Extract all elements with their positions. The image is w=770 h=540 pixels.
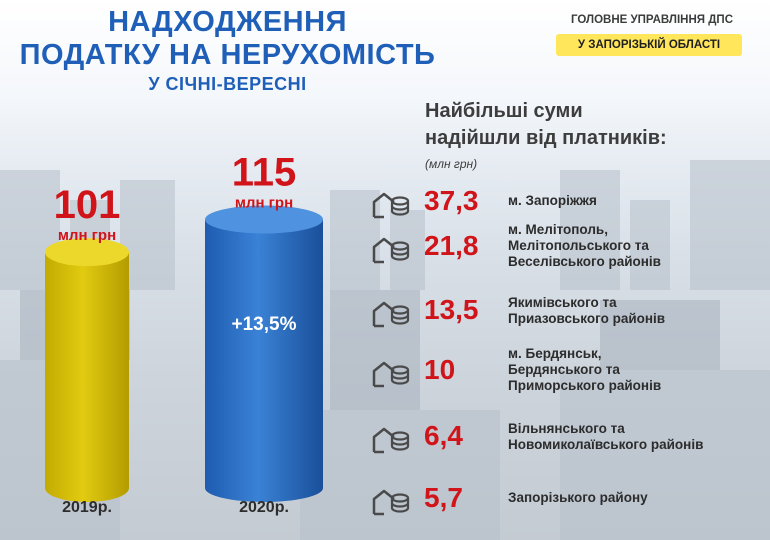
payer-label-line: м. Запоріжжя bbox=[508, 193, 597, 208]
payer-label-line: Новомиколаївського районів bbox=[508, 437, 704, 452]
bar-1 bbox=[205, 219, 323, 502]
payer-label: Вільнянського та Новомиколаївського район… bbox=[508, 421, 703, 453]
bar-top-0 bbox=[45, 238, 129, 267]
right-heading: Найбільші суми надійшли від платників: bbox=[425, 98, 667, 152]
org-region-badge: У ЗАПОРІЗЬКІЙ ОБЛАСТІ bbox=[556, 34, 742, 56]
house-coins-icon bbox=[372, 361, 410, 388]
title-line-1: НАДХОДЖЕННЯ bbox=[108, 6, 347, 38]
payer-row: 10 м. Бердянськ, Бердянського та Приморсько… bbox=[370, 346, 770, 393]
bar-value-label-0: 101 bbox=[54, 183, 121, 227]
title-line-2: ПОДАТКУ НА НЕРУХОМІСТЬ bbox=[19, 39, 436, 71]
payer-label-line: Якимівського та bbox=[508, 295, 617, 310]
category-label-0: 2019р. bbox=[62, 499, 112, 516]
bar-0 bbox=[45, 252, 129, 502]
right-heading-line-1: Найбільші суми bbox=[425, 100, 583, 122]
category-label-1: 2020р. bbox=[239, 499, 289, 516]
payer-value: 21,8 bbox=[424, 230, 479, 261]
house-coins-icon bbox=[372, 301, 410, 328]
payer-label: Якимівського та Приазовського районів bbox=[508, 295, 665, 327]
house-coins-icon bbox=[372, 427, 410, 454]
payer-row: 13,5 Якимівського та Приазовського районів bbox=[370, 292, 770, 332]
payer-row: 37,3 м. Запоріжжя bbox=[370, 183, 770, 223]
payer-value: 6,4 bbox=[424, 420, 463, 451]
payer-row: 21,8 м. Мелітополь, Мелітопольського та Вес… bbox=[370, 222, 770, 269]
payer-value: 5,7 bbox=[424, 482, 463, 513]
house-coins-icon bbox=[372, 237, 410, 264]
payer-label-line: м. Мелітополь, bbox=[508, 222, 608, 237]
payer-label-line: Запорізького району bbox=[508, 490, 648, 505]
right-unit: (млн грн) bbox=[425, 157, 478, 171]
growth-label: +13,5% bbox=[232, 314, 297, 335]
payer-row: 6,4 Вільнянського та Новомиколаївського ра… bbox=[370, 418, 770, 458]
bar-top-1 bbox=[205, 205, 323, 234]
title-line-3: У СІЧНІ-ВЕРЕСНІ bbox=[148, 74, 307, 94]
payer-value: 13,5 bbox=[424, 294, 479, 325]
payer-value: 37,3 bbox=[424, 185, 479, 216]
bar-value-label-1: 115 bbox=[232, 150, 297, 194]
payer-label: м. Бердянськ, Бердянського та Приморського… bbox=[508, 346, 661, 394]
payer-label-line: Бердянського та bbox=[508, 362, 620, 377]
payer-value: 10 bbox=[424, 354, 456, 385]
payer-label-line: м. Бердянськ, bbox=[508, 346, 602, 361]
bar-unit-label-1: млн грн bbox=[235, 194, 293, 211]
payer-label: м. Мелітополь, Мелітопольського та Веселів… bbox=[508, 222, 661, 270]
right-heading-line-2: надійшли від платників: bbox=[425, 127, 667, 149]
payer-label: м. Запоріжжя bbox=[508, 193, 597, 209]
payer-label-line: Вільнянського та bbox=[508, 421, 625, 436]
payer-label-line: Веселівського районів bbox=[508, 254, 661, 269]
house-coins-icon bbox=[372, 489, 410, 516]
house-coins-icon bbox=[372, 192, 410, 219]
payer-row: 5,7 Запорізького району bbox=[370, 480, 770, 520]
payer-label: Запорізького району bbox=[508, 490, 648, 506]
bar-unit-label-0: млн грн bbox=[58, 227, 116, 244]
payer-label-line: Приморського районів bbox=[508, 378, 662, 393]
payer-label-line: Приазовського районів bbox=[508, 311, 666, 326]
org-name: ГОЛОВНЕ УПРАВЛІННЯ ДПС bbox=[570, 14, 734, 26]
payer-label-line: Мелітопольського та bbox=[508, 238, 649, 253]
